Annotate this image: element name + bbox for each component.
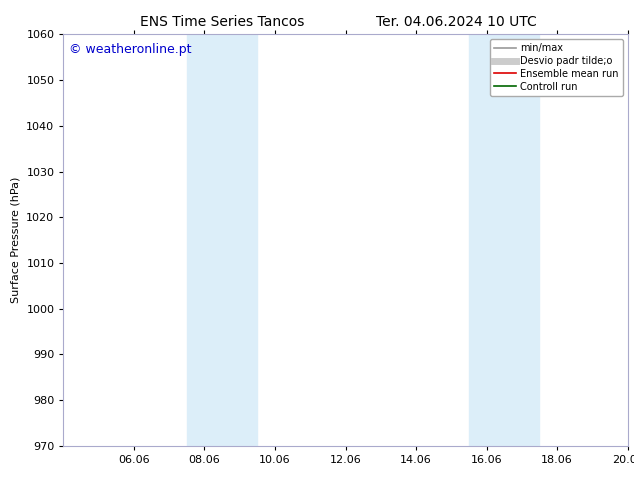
- Bar: [469, 34, 540, 446]
- Text: ENS Time Series Tancos: ENS Time Series Tancos: [139, 15, 304, 29]
- Legend: min/max, Desvio padr tilde;o, Ensemble mean run, Controll run: min/max, Desvio padr tilde;o, Ensemble m…: [490, 39, 623, 96]
- Text: Ter. 04.06.2024 10 UTC: Ter. 04.06.2024 10 UTC: [376, 15, 537, 29]
- Text: © weatheronline.pt: © weatheronline.pt: [69, 43, 191, 55]
- Bar: [187, 34, 257, 446]
- Y-axis label: Surface Pressure (hPa): Surface Pressure (hPa): [11, 177, 21, 303]
